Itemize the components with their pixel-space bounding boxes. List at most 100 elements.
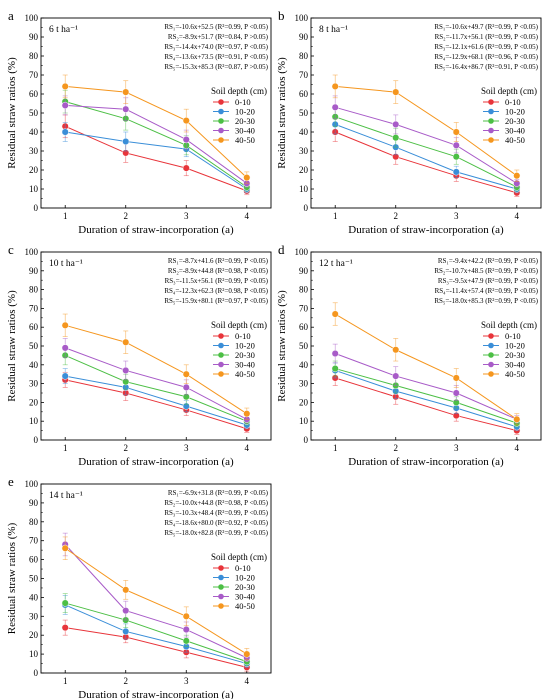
y-tick-label: 20 (29, 630, 39, 640)
x-tick-label: 1 (63, 676, 68, 686)
y-tick-label: 0 (304, 435, 309, 445)
panel-a: 0 10 20 30 40 50 60 70 80 90 100 1 2 3 4 Duration of st… (6, 8, 272, 236)
data-point (122, 88, 130, 96)
y-tick-label: 20 (299, 397, 309, 407)
series-line-0-10 (335, 131, 517, 194)
data-point (452, 141, 460, 149)
data-point (61, 599, 69, 607)
x-tick-label: 3 (184, 676, 189, 686)
data-point (452, 153, 460, 161)
x-tick-label: 2 (393, 211, 398, 221)
y-tick-label: 80 (29, 51, 39, 61)
x-tick-label: 1 (63, 211, 68, 221)
legend-swatch-marker (218, 342, 224, 349)
series-line-40-50 (334, 313, 518, 420)
x-tick-label: 4 (515, 211, 520, 221)
series-line-20-30 (335, 368, 517, 424)
series-line-30-40 (335, 106, 518, 184)
data-point (243, 410, 251, 418)
application-rate-label: 6 t ha⁻¹ (49, 25, 78, 35)
y-tick-label: 60 (29, 89, 39, 99)
panel-letter: c (8, 242, 14, 257)
regression-equation: RS₁=-10.6x+49.7 (R²=0.99, P <0.05) (434, 23, 538, 31)
y-tick-label: 90 (29, 266, 39, 276)
regression-equation: RS₃=-11.5x+56.1 (R²=0.99, P <0.05) (165, 277, 269, 285)
legend-swatch-marker (218, 574, 224, 581)
x-tick-label: 1 (63, 443, 68, 453)
y-tick-label: 40 (29, 127, 39, 137)
legend-swatch-marker (218, 137, 224, 143)
y-tick-label: 50 (29, 574, 39, 584)
regression-equation: RS₅=-16.4x+86.7 (R²=0.91, P <0.05) (434, 63, 538, 71)
x-tick-label: 4 (245, 211, 250, 221)
legend-swatch-marker (218, 127, 224, 134)
series-line-0-10 (65, 627, 247, 668)
y-tick-label: 90 (29, 32, 39, 42)
legend-entry: 20-30 (505, 116, 525, 126)
legend-swatch-marker (488, 118, 494, 124)
data-point (182, 164, 190, 172)
y-tick-label: 10 (29, 416, 39, 426)
regression-equation: RS₄=-12.9x+68.1 (R²=0.96, P <0.05) (434, 53, 538, 61)
data-point (392, 88, 400, 96)
legend-swatch-marker (218, 99, 224, 105)
legend-entry: 30-40 (505, 126, 525, 136)
y-tick-label: 20 (299, 165, 309, 175)
x-axis-label: Duration of straw-incorporation (a) (78, 689, 234, 699)
y-tick-label: 40 (29, 592, 39, 602)
application-rate-label: 12 t ha⁻¹ (319, 259, 353, 269)
panel-e: 0 10 20 30 40 50 60 70 80 90 100 1 2 3 4 Duration of st… (6, 474, 272, 699)
data-point (452, 389, 460, 397)
series-line-40-50 (65, 85, 248, 178)
series-line-40-50 (335, 85, 518, 177)
data-point (61, 101, 69, 109)
x-tick-label: 1 (333, 443, 338, 453)
regression-equation: RS₅=-15.3x+85.3 (R²=0.87, P >0.05) (164, 63, 268, 71)
legend-entry: 40-50 (505, 369, 525, 379)
series-line-40-50 (65, 324, 248, 415)
regression-equation: RS₁=-10.6x+52.5 (R²=0.99, P <0.05) (164, 23, 268, 31)
application-rate-label: 14 t ha⁻¹ (49, 491, 83, 501)
regression-equation: RS₅=-18.0x+85.3 (R²=0.99, P <0.05) (434, 297, 538, 305)
y-tick-label: 30 (29, 379, 39, 389)
x-tick-label: 4 (245, 443, 250, 453)
y-tick-label: 100 (295, 247, 309, 257)
legend-title: Soil depth (cm) (481, 86, 537, 96)
series-line-10-20 (65, 375, 247, 426)
x-tick-label: 2 (123, 211, 128, 221)
y-tick-label: 90 (29, 498, 39, 508)
y-tick-label: 30 (29, 146, 39, 156)
legend-entry: 0-10 (235, 331, 251, 341)
data-point (122, 627, 130, 635)
legend-entry: 20-30 (505, 350, 525, 360)
legend-entry: 30-40 (235, 126, 255, 136)
data-point (122, 586, 130, 594)
data-point (331, 365, 339, 373)
y-tick-label: 40 (299, 127, 309, 137)
legend-entry: 10-20 (235, 341, 255, 351)
legend-swatch-marker (488, 333, 494, 339)
regression-equation: RS₂=-8.9x+44.8 (R²=0.98, P <0.05) (168, 267, 269, 275)
data-point (61, 544, 69, 552)
data-point (452, 168, 460, 176)
y-tick-label: 0 (34, 668, 39, 678)
data-point (513, 172, 521, 180)
y-tick-label: 50 (299, 341, 309, 351)
regression-equation: RS₂=-11.7x+56.1 (R²=0.99, P <0.05) (435, 33, 539, 41)
regression-equation: RS₂=-10.0x+44.8 (R²=0.98, P <0.05) (164, 499, 268, 507)
y-tick-label: 30 (299, 146, 309, 156)
legend-swatch-marker (488, 108, 494, 115)
x-tick-label: 4 (515, 443, 520, 453)
regression-equation: RS₄=-11.4x+57.4 (R²=0.99, P <0.05) (435, 287, 539, 295)
legend-swatch-marker (218, 603, 224, 609)
legend-swatch-marker (218, 593, 224, 600)
y-tick-label: 70 (29, 303, 39, 313)
legend-swatch-marker (488, 352, 494, 358)
legend-entry: 0-10 (505, 97, 521, 107)
data-point (182, 383, 190, 391)
data-point (182, 637, 190, 645)
legend-entry: 10-20 (505, 107, 525, 117)
series-line-30-40 (65, 347, 248, 420)
legend-entry: 40-50 (235, 601, 255, 611)
legend-swatch-marker (488, 137, 494, 143)
